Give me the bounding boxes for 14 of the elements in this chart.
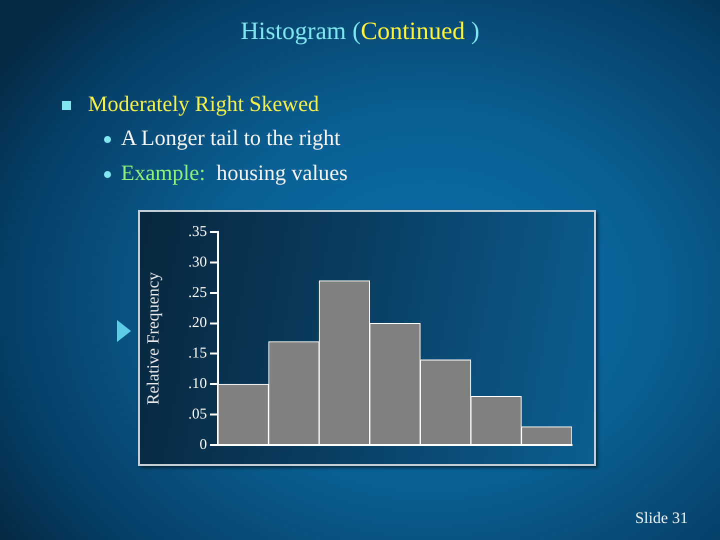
chart-title: Histogram (Continued ) bbox=[240, 18, 480, 46]
text: Moderately Right Skewed bbox=[88, 91, 319, 117]
y-tick-label: .05 bbox=[188, 406, 207, 423]
y-tick-label: .15 bbox=[188, 346, 207, 362]
y-tick-label: 0 bbox=[200, 436, 207, 453]
y-tick-label: .25 bbox=[188, 284, 207, 301]
y-tick-label: .35 bbox=[188, 224, 207, 240]
text: Slide 31 bbox=[635, 510, 688, 528]
y-tick-label: .20 bbox=[188, 315, 207, 332]
y-tick-label: .10 bbox=[188, 376, 207, 392]
y-tick-label: .30 bbox=[188, 254, 207, 270]
text: Example: housing values bbox=[121, 160, 348, 186]
text: A Longer tail to the right bbox=[121, 125, 340, 151]
y-axis-title: Relative Frequency bbox=[144, 272, 163, 405]
